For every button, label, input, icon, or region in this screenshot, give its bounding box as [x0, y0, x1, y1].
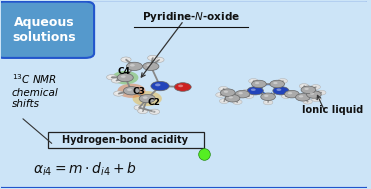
Circle shape — [219, 86, 228, 91]
Circle shape — [221, 100, 224, 101]
Circle shape — [252, 80, 266, 88]
Circle shape — [244, 90, 247, 92]
Circle shape — [152, 110, 155, 112]
Text: Aqueous
solutions: Aqueous solutions — [13, 16, 76, 44]
Circle shape — [154, 57, 164, 62]
Circle shape — [127, 62, 142, 70]
Circle shape — [251, 80, 254, 81]
Circle shape — [311, 84, 321, 89]
Circle shape — [285, 90, 299, 98]
Circle shape — [148, 55, 158, 60]
Circle shape — [280, 80, 283, 81]
Circle shape — [106, 75, 117, 80]
Circle shape — [305, 100, 308, 102]
Circle shape — [270, 80, 285, 88]
Circle shape — [116, 92, 119, 94]
Circle shape — [114, 79, 117, 81]
Circle shape — [273, 82, 278, 84]
Text: $\alpha_{i4} = m \cdot d_{i4} + b$: $\alpha_{i4} = m \cdot d_{i4} + b$ — [33, 161, 137, 178]
Circle shape — [235, 101, 237, 102]
Text: Ionic liquid: Ionic liquid — [302, 105, 363, 115]
Circle shape — [121, 57, 131, 62]
Circle shape — [150, 57, 153, 58]
Text: $^{13}$C NMR
chemical
shifts: $^{13}$C NMR chemical shifts — [12, 72, 59, 109]
Text: C2: C2 — [147, 98, 160, 107]
Text: C4: C4 — [118, 67, 131, 77]
Circle shape — [218, 94, 221, 95]
Circle shape — [263, 100, 273, 105]
Circle shape — [123, 58, 126, 60]
Circle shape — [251, 88, 256, 91]
Circle shape — [147, 64, 151, 67]
Circle shape — [118, 84, 145, 98]
Circle shape — [229, 96, 233, 98]
Circle shape — [296, 94, 310, 101]
Circle shape — [319, 91, 321, 93]
Circle shape — [151, 81, 169, 91]
Circle shape — [301, 86, 316, 94]
Text: C3: C3 — [132, 87, 145, 96]
Circle shape — [264, 95, 269, 97]
Circle shape — [112, 71, 138, 84]
Circle shape — [111, 78, 122, 83]
Circle shape — [174, 83, 191, 91]
Circle shape — [143, 62, 159, 70]
Circle shape — [224, 91, 228, 93]
Circle shape — [139, 94, 155, 103]
Circle shape — [138, 108, 148, 114]
Text: Pyridine-$\mathit{N}$-oxide: Pyridine-$\mathit{N}$-oxide — [142, 10, 240, 24]
Circle shape — [246, 95, 249, 96]
Circle shape — [233, 100, 242, 105]
Circle shape — [155, 84, 161, 86]
Circle shape — [242, 89, 252, 94]
Circle shape — [114, 91, 124, 96]
Circle shape — [143, 96, 148, 99]
Circle shape — [156, 58, 159, 60]
Circle shape — [239, 92, 243, 94]
Circle shape — [281, 94, 291, 98]
Circle shape — [276, 88, 281, 91]
Circle shape — [299, 84, 309, 88]
Circle shape — [249, 79, 258, 83]
Circle shape — [266, 101, 268, 102]
Circle shape — [132, 91, 162, 106]
Circle shape — [278, 79, 288, 83]
Circle shape — [221, 88, 224, 89]
Circle shape — [150, 109, 160, 114]
Circle shape — [216, 92, 225, 97]
Circle shape — [136, 106, 139, 108]
Circle shape — [140, 110, 143, 111]
Circle shape — [316, 90, 326, 95]
Circle shape — [314, 98, 317, 99]
Circle shape — [134, 105, 144, 110]
FancyBboxPatch shape — [0, 2, 94, 58]
Circle shape — [130, 64, 135, 67]
Circle shape — [312, 97, 321, 102]
Circle shape — [220, 89, 235, 96]
Circle shape — [219, 99, 229, 104]
Circle shape — [301, 85, 304, 86]
Circle shape — [283, 95, 286, 96]
Circle shape — [121, 75, 126, 78]
Circle shape — [178, 85, 183, 87]
Circle shape — [127, 88, 132, 91]
Circle shape — [288, 92, 292, 94]
Circle shape — [310, 92, 314, 95]
Circle shape — [255, 82, 259, 84]
Circle shape — [109, 76, 112, 77]
Point — [201, 152, 207, 155]
Circle shape — [273, 87, 289, 95]
Circle shape — [247, 87, 263, 95]
Circle shape — [261, 93, 275, 101]
Circle shape — [124, 87, 139, 95]
Circle shape — [225, 94, 240, 102]
Text: Hydrogen-bond acidity: Hydrogen-bond acidity — [62, 135, 188, 145]
Circle shape — [304, 88, 309, 90]
Circle shape — [299, 95, 303, 98]
Circle shape — [244, 94, 254, 98]
Circle shape — [117, 74, 133, 82]
Circle shape — [313, 86, 316, 87]
Circle shape — [303, 99, 312, 104]
Circle shape — [235, 90, 250, 98]
